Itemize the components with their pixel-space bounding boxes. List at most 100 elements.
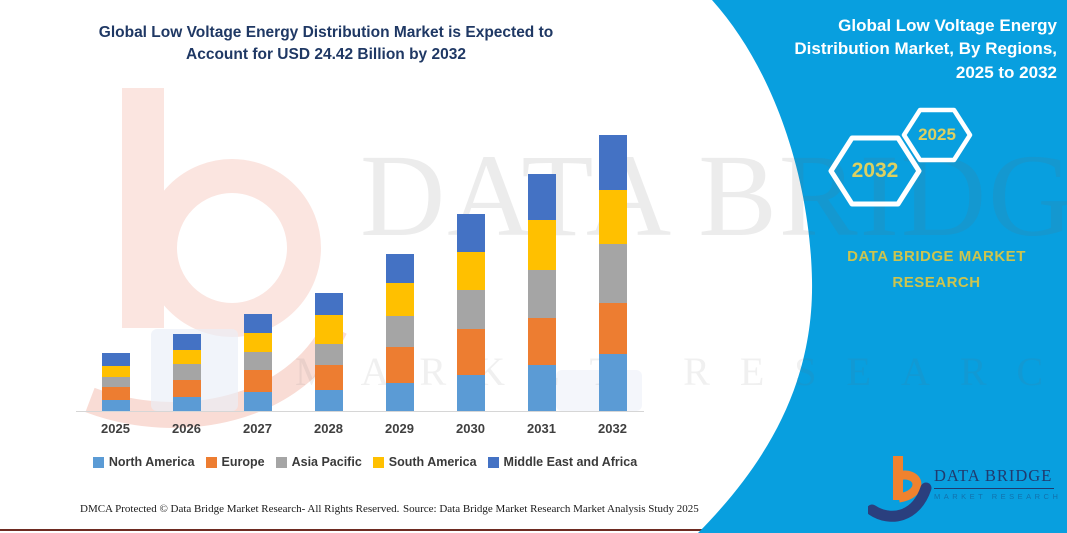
bar-segment-south-america — [243, 333, 272, 352]
bottom-accent-line — [0, 529, 1067, 531]
bar-segment-south-america — [172, 350, 201, 364]
bar-segment-asia-pacific — [101, 377, 130, 387]
chart-main-title: Global Low Voltage Energy Distribution M… — [98, 24, 554, 63]
legend-label: Middle East and Africa — [503, 455, 638, 469]
stacked-bar-2029 — [385, 253, 414, 411]
x-axis-label-2030: 2030 — [456, 421, 485, 436]
stacked-bar-2027 — [243, 314, 272, 411]
hexagon-year-label: 2025 — [918, 125, 956, 144]
bars-row — [80, 120, 648, 411]
x-axis-label-2025: 2025 — [101, 421, 130, 436]
bar-segment-north-america — [527, 365, 556, 411]
bar-segment-asia-pacific — [527, 270, 556, 318]
bar-segment-asia-pacific — [314, 344, 343, 365]
hexagon-badge-2025: 2025 — [901, 106, 973, 164]
legend-marker-icon — [92, 456, 104, 468]
bar-slot-2029 — [364, 120, 435, 411]
bar-segment-south-america — [385, 282, 414, 316]
hexagon-year-label: 2032 — [851, 159, 899, 182]
bar-segment-europe — [172, 380, 201, 397]
bar-segment-north-america — [598, 354, 627, 411]
bar-segment-middle-east-and-africa — [527, 173, 556, 220]
bar-segment-middle-east-and-africa — [172, 334, 201, 350]
logo-brand-name: DATA BRIDGE — [934, 466, 1053, 485]
data-bridge-b-icon — [868, 456, 932, 522]
bar-segment-middle-east-and-africa — [385, 253, 414, 283]
legend-marker-icon — [275, 456, 287, 468]
bar-segment-asia-pacific — [385, 315, 414, 347]
source-note: Source: Data Bridge Market Research Mark… — [403, 503, 699, 515]
stacked-bar-2030 — [456, 213, 485, 411]
bar-segment-asia-pacific — [243, 352, 272, 370]
bar-slot-2027 — [222, 120, 293, 411]
bar-slot-2031 — [506, 120, 577, 411]
bar-segment-north-america — [456, 374, 485, 411]
bar-segment-south-america — [598, 190, 627, 244]
bar-segment-middle-east-and-africa — [456, 213, 485, 252]
stacked-bar-2032 — [598, 135, 627, 411]
bar-segment-north-america — [172, 397, 201, 411]
stacked-bar-2028 — [314, 293, 343, 411]
bar-segment-europe — [385, 346, 414, 383]
stacked-bar-2026 — [172, 334, 201, 411]
x-axis-label-2032: 2032 — [598, 421, 627, 436]
bar-segment-asia-pacific — [172, 364, 201, 380]
bar-slot-2032 — [577, 120, 648, 411]
side-panel-title: Global Low Voltage Energy Distribution M… — [794, 16, 1057, 82]
x-axis-label-2026: 2026 — [172, 421, 201, 436]
bar-segment-middle-east-and-africa — [598, 135, 627, 190]
legend-item-europe: Europe — [205, 455, 265, 469]
logo-tagline: MARKET RESEARCH — [934, 492, 1062, 501]
bar-segment-europe — [598, 303, 627, 354]
stacked-bar-2025 — [101, 353, 130, 411]
bar-segment-south-america — [101, 366, 130, 378]
bar-segment-asia-pacific — [456, 289, 485, 329]
legend-item-south-america: South America — [372, 455, 477, 469]
bar-segment-middle-east-and-africa — [243, 314, 272, 333]
bar-slot-2025 — [80, 120, 151, 411]
legend-marker-icon — [487, 456, 499, 468]
bar-segment-north-america — [314, 390, 343, 411]
bar-segment-middle-east-and-africa — [314, 293, 343, 315]
chart-legend: North America Europe Asia Pacific South Ame… — [70, 455, 660, 469]
x-axis-label-2028: 2028 — [314, 421, 343, 436]
x-axis-line — [76, 411, 644, 412]
bar-segment-south-america — [314, 315, 343, 344]
legend-marker-icon — [205, 456, 217, 468]
bar-slot-2026 — [151, 120, 222, 411]
x-axis-label-2027: 2027 — [243, 421, 272, 436]
legend-item-asia-pacific: Asia Pacific — [275, 455, 362, 469]
bar-segment-asia-pacific — [598, 244, 627, 303]
legend-item-north-america: North America — [92, 455, 195, 469]
logo-underline — [934, 488, 1054, 489]
bar-segment-europe — [314, 365, 343, 390]
x-axis-label-2031: 2031 — [527, 421, 556, 436]
bar-segment-europe — [101, 387, 130, 400]
bar-segment-europe — [527, 318, 556, 365]
legend-label: Europe — [221, 455, 265, 469]
bar-segment-north-america — [243, 392, 272, 411]
legend-label: Asia Pacific — [291, 455, 362, 469]
legend-label: North America — [108, 455, 195, 469]
bar-segment-europe — [456, 328, 485, 375]
stacked-bar-2031 — [527, 173, 556, 411]
legend-marker-icon — [372, 456, 384, 468]
hexagon-outline-icon — [901, 107, 973, 163]
bar-segment-north-america — [101, 400, 130, 411]
bar-slot-2028 — [293, 120, 364, 411]
legend-label: South America — [388, 455, 477, 469]
legend-item-middle-east-and-africa: Middle East and Africa — [487, 455, 638, 469]
panel-brand-text: DATA BRIDGE MARKET RESEARCH — [847, 248, 1026, 291]
hexagon-outline-icon — [828, 135, 922, 207]
dmca-notice: DMCA Protected © Data Bridge Market Rese… — [80, 503, 400, 515]
bar-segment-north-america — [385, 383, 414, 411]
hexagon-badge-2032: 2032 — [828, 134, 922, 208]
x-axis-label-2029: 2029 — [385, 421, 414, 436]
bar-segment-middle-east-and-africa — [101, 353, 130, 367]
bar-segment-europe — [243, 370, 272, 392]
bar-segment-south-america — [456, 251, 485, 290]
x-axis-labels: 2025 2026 2027 2028 2029 2030 2031 2032 — [80, 421, 648, 436]
bar-slot-2030 — [435, 120, 506, 411]
